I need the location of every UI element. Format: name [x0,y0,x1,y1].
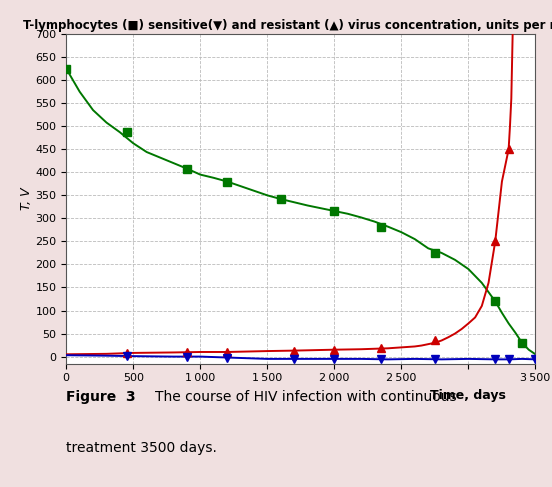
Text: Figure  3: Figure 3 [66,390,136,404]
Text: The course of HIV infection with continuous: The course of HIV infection with continu… [156,390,457,404]
Title: T-lymphocytes (■) sensitive(▼) and resistant (▲) virus concentration, units per : T-lymphocytes (■) sensitive(▼) and resis… [23,19,552,32]
Y-axis label: T, V: T, V [20,187,33,210]
Text: treatment 3500 days.: treatment 3500 days. [66,441,217,455]
Text: Time, days: Time, days [431,389,506,401]
